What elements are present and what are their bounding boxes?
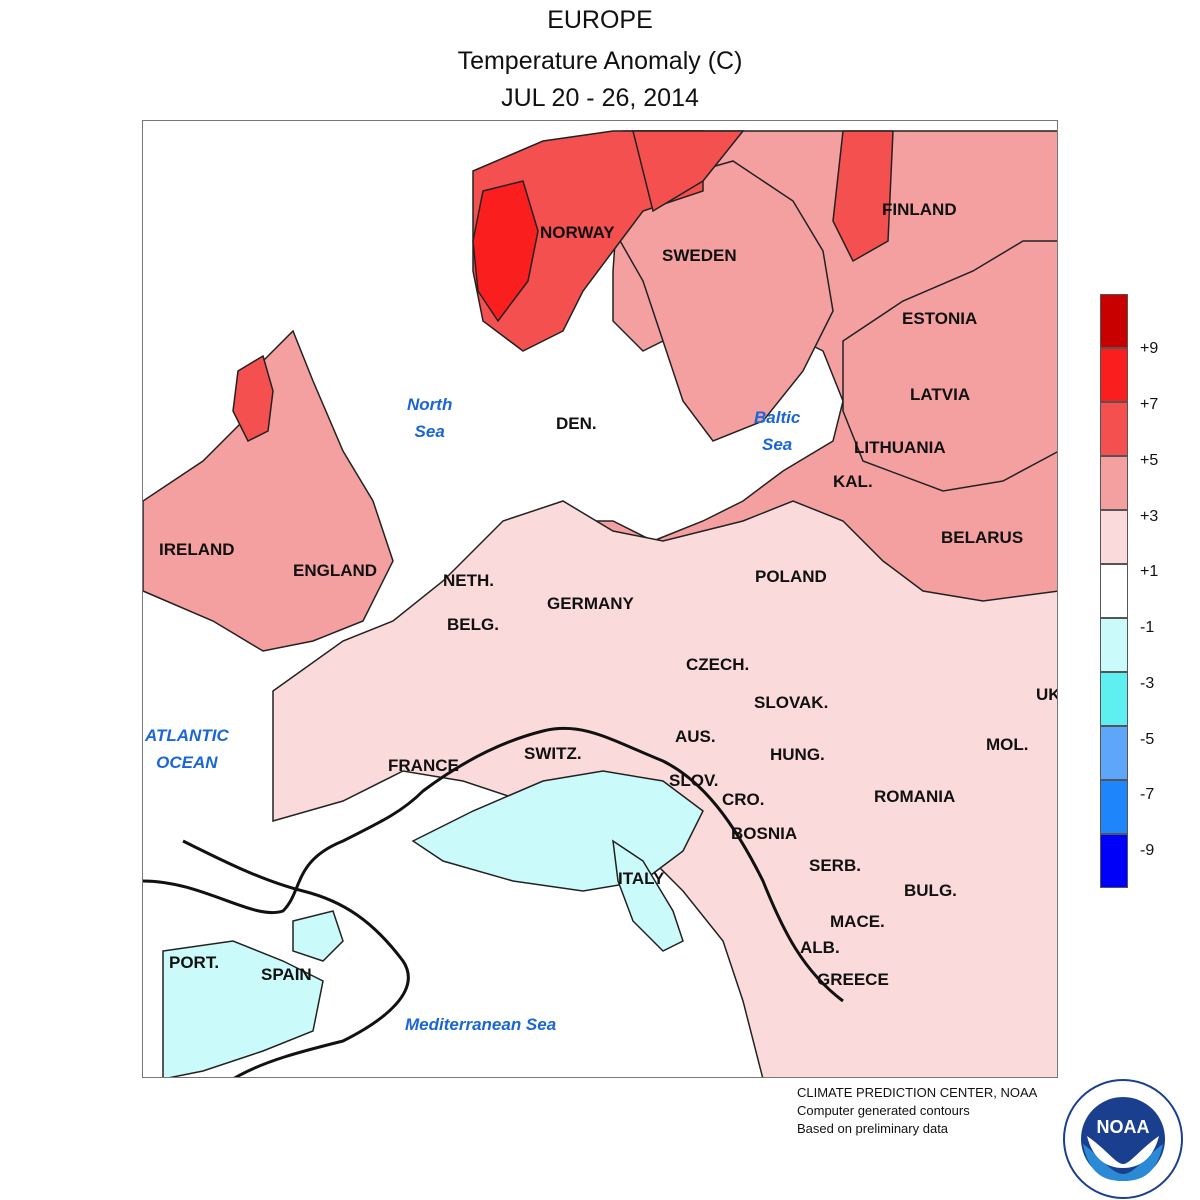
country-label: BELG.: [447, 615, 499, 634]
country-label: BULG.: [904, 881, 957, 900]
legend-tick: +3: [1140, 508, 1159, 525]
country-label: LITHUANIA: [854, 438, 946, 457]
country-label: ROMANIA: [874, 787, 956, 806]
legend-swatch: [1100, 726, 1128, 780]
anomaly-area-3to5-baltic: [842, 240, 1057, 492]
country-label: ESTONIA: [902, 309, 978, 328]
zero-contour-south: [143, 726, 844, 1003]
credit-line: Computer generated contours: [797, 1103, 970, 1118]
legend-tick: +5: [1140, 452, 1159, 469]
anomaly-area-neg1to3-iberia: [162, 940, 324, 1077]
anomaly-map: NORWAY SWEDEN FINLAND ESTONIA LATVIA LIT…: [142, 120, 1058, 1078]
country-label: SWITZ.: [524, 744, 582, 763]
map-title: EUROPE: [547, 6, 653, 34]
credit-line: Based on preliminary data: [797, 1121, 949, 1136]
legend-swatch: [1100, 618, 1128, 672]
country-label: UK: [1036, 685, 1057, 704]
period-subtitle: JUL 20 - 26, 2014: [501, 84, 699, 112]
credit-line: CLIMATE PREDICTION CENTER, NOAA: [797, 1085, 1038, 1100]
legend-swatch: [1100, 834, 1128, 888]
country-label: DEN.: [556, 414, 597, 433]
legend-swatch: [1100, 672, 1128, 726]
country-label: GERMANY: [547, 594, 634, 613]
legend-tick: +1: [1140, 563, 1159, 580]
anomaly-area-5to7-scotland: [232, 354, 274, 443]
anomaly-area-5to7-norway: [472, 130, 704, 352]
country-label: SERB.: [809, 856, 861, 875]
legend-swatch: [1100, 294, 1128, 348]
country-label: NETH.: [443, 571, 494, 590]
country-label: SPAIN: [261, 965, 312, 984]
country-label: BOSNIA: [731, 824, 798, 843]
country-label: MACE.: [830, 912, 885, 931]
country-label: CRO.: [722, 790, 765, 809]
country-label: NORWAY: [540, 223, 615, 242]
legend-swatch: [1100, 348, 1128, 402]
variable-subtitle: Temperature Anomaly (C): [457, 47, 743, 75]
country-label: FINLAND: [882, 200, 957, 219]
legend-tick: -1: [1140, 619, 1155, 636]
legend-tick: +9: [1140, 340, 1159, 357]
country-label: FRANCE: [388, 756, 459, 775]
legend-swatch: [1100, 510, 1128, 564]
sea-label: ATLANTIC OCEAN: [145, 726, 229, 772]
anomaly-area-3to5-north: [601, 160, 834, 442]
legend-tick: -7: [1140, 786, 1155, 803]
country-label: ITALY: [618, 869, 665, 888]
legend-tick: -3: [1140, 675, 1155, 692]
country-label: PORT.: [169, 953, 220, 972]
anomaly-area-5to7-sweden: [632, 130, 745, 213]
sea-label: North Sea: [407, 395, 453, 441]
legend-swatch: [1100, 402, 1128, 456]
sea-label: Mediterranean Sea: [405, 1015, 557, 1034]
legend-tick: -9: [1140, 842, 1155, 859]
country-label: BELARUS: [941, 528, 1024, 547]
map-shading: [143, 130, 1057, 1077]
sea-label: Baltic Sea: [754, 408, 801, 454]
anomaly-area-7to9-norway: [472, 180, 539, 323]
country-label: IRELAND: [159, 540, 235, 559]
country-label: SWEDEN: [662, 246, 737, 265]
legend-tick: -5: [1140, 731, 1155, 748]
country-label: LATVIA: [910, 385, 971, 404]
country-label: GREECE: [817, 970, 889, 989]
country-label: KAL.: [833, 472, 873, 491]
legend-swatch: [1100, 564, 1128, 618]
country-label: SLOV.: [669, 771, 719, 790]
anomaly-area-5to7-finland: [832, 130, 894, 263]
country-label: ENGLAND: [293, 561, 378, 580]
country-label: HUNG.: [770, 745, 825, 764]
anomaly-area-neg1to3-spain: [292, 910, 344, 962]
legend-tick: +7: [1140, 396, 1159, 413]
logo-text: NOAA: [1097, 1117, 1150, 1137]
noaa-logo-icon: NOAA: [1063, 1079, 1183, 1199]
country-label: SLOVAK.: [754, 693, 829, 712]
zero-contour-iberia: [182, 839, 410, 1077]
color-legend: [1100, 294, 1130, 888]
anomaly-area-neg1to3-italy: [612, 839, 684, 952]
country-label: POLAND: [755, 567, 827, 586]
country-label: CZECH.: [686, 655, 750, 674]
legend-swatch: [1100, 780, 1128, 834]
country-label: MOL.: [986, 735, 1029, 754]
country-label: ALB.: [800, 938, 840, 957]
legend-swatch: [1100, 456, 1128, 510]
country-label: AUS.: [675, 727, 716, 746]
